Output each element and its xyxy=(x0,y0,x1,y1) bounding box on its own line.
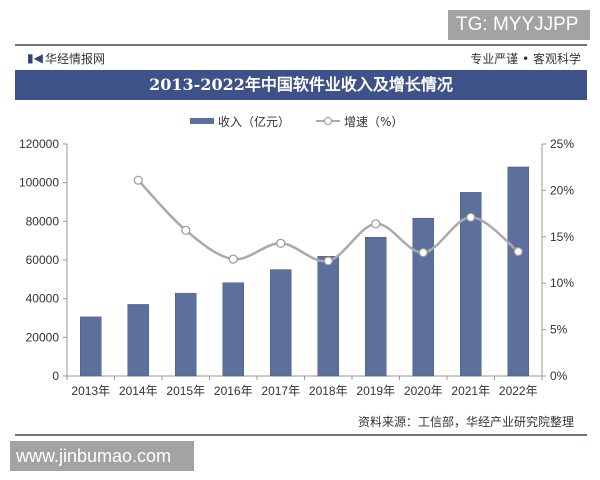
right-tick-label: 15% xyxy=(550,230,574,244)
revenue-bar xyxy=(222,282,244,377)
legend-bar-swatch-icon xyxy=(190,118,214,124)
growth-marker xyxy=(418,247,428,258)
revenue-bar xyxy=(175,292,197,377)
growth-marker xyxy=(466,212,476,222)
growth-marker xyxy=(181,225,191,235)
revenue-bar xyxy=(365,236,387,377)
right-tick-label: 0% xyxy=(550,369,568,383)
revenue-bar xyxy=(80,316,102,377)
source-note: 资料来源：工信部，华经产业研究院整理 xyxy=(357,415,574,429)
growth-marker xyxy=(323,256,333,266)
growth-marker xyxy=(276,238,286,248)
revenue-bar xyxy=(317,256,339,377)
growth-marker xyxy=(133,175,143,185)
x-tick-label: 2018年 xyxy=(309,384,348,398)
right-tick-label: 20% xyxy=(550,183,574,197)
left-tick-label: 100000 xyxy=(19,176,59,190)
chart-legend: 收入（亿元） 增速（%） xyxy=(190,110,403,132)
x-tick-label: 2016年 xyxy=(214,384,253,398)
legend-label-growth: 增速（%） xyxy=(344,114,404,129)
combo-chart: 0 20000 40000 60000 80000 100000 120000 0% 5% 10%… xyxy=(19,137,574,398)
growth-marker xyxy=(513,247,523,257)
x-tick-label: 2015年 xyxy=(166,384,205,398)
left-tick-label: 0 xyxy=(52,369,59,383)
left-tick-label: 20000 xyxy=(26,330,60,344)
brand-row: ▮◀ 华经情报网 专业严谨 • 客观科学 xyxy=(15,47,587,69)
growth-marker xyxy=(228,254,238,264)
watermark-tg: TG: MYYJJPP xyxy=(448,10,590,40)
revenue-bar xyxy=(412,217,434,377)
x-tick-label: 2021年 xyxy=(451,384,490,398)
left-tick-label: 40000 xyxy=(26,292,60,306)
x-tick-label: 2020年 xyxy=(404,384,443,398)
watermark-site: www.jinbumao.com xyxy=(10,441,194,471)
x-tick-label: 2017年 xyxy=(261,384,300,398)
left-tick-label: 120000 xyxy=(19,137,59,151)
right-tick-label: 5% xyxy=(550,323,568,337)
chart-title: 2013-2022年中国软件业收入及增长情况 xyxy=(15,70,587,100)
revenue-bar xyxy=(460,192,482,377)
left-tick-label: 60000 xyxy=(26,253,60,267)
legend-label-revenue: 收入（亿元） xyxy=(218,114,291,129)
x-tick-label: 2019年 xyxy=(356,384,395,398)
revenue-bar xyxy=(507,166,529,377)
x-tick-label: 2013年 xyxy=(71,384,110,398)
right-tick-label: 25% xyxy=(550,137,574,151)
left-tick-label: 80000 xyxy=(26,214,60,228)
huajing-logo-icon: ▮◀ xyxy=(27,51,43,65)
growth-marker xyxy=(371,219,381,229)
legend-line-swatch-icon xyxy=(316,116,341,126)
x-tick-label: 2014年 xyxy=(119,384,158,398)
revenue-bar xyxy=(127,304,149,377)
brand-slogan: 专业严谨 • 客观科学 xyxy=(470,52,581,66)
x-tick-label: 2022年 xyxy=(499,384,538,398)
right-tick-label: 10% xyxy=(550,276,574,290)
brand-name: 华经情报网 xyxy=(45,52,106,66)
bottom-divider xyxy=(15,434,587,436)
revenue-bar xyxy=(270,269,292,377)
top-divider xyxy=(15,44,587,46)
